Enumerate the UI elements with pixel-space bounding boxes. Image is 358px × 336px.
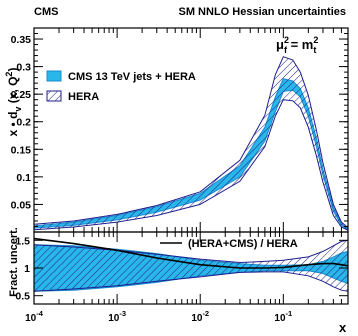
top-ytick-label: 0.2 [16, 117, 31, 129]
xtick-label-base: 10 [274, 313, 286, 324]
xtick-label-exp: -1 [286, 309, 293, 318]
scale-mu: μ [276, 37, 284, 52]
ylabel-b: (x, Q [6, 77, 20, 107]
legend-swatch-hera [46, 90, 62, 102]
header-subtitle: SM NNLO Hessian uncertainties [179, 6, 347, 18]
legend-label-cms: CMS 13 TeV jets + HERA [68, 71, 196, 83]
scale-m-sub: t [313, 45, 316, 55]
xtick-label-base: 10 [191, 313, 203, 324]
legend-swatch-cms [46, 70, 62, 82]
xtick-label: 10-3 [108, 309, 126, 324]
ylabel-sup: 2 [4, 72, 14, 77]
legend-label-hera: HERA [68, 91, 99, 103]
xtick-label-base: 10 [25, 313, 37, 324]
ratio-band-hera [34, 239, 348, 292]
xtick-label-exp: -4 [36, 309, 43, 318]
xtick-label: 10-1 [274, 309, 292, 324]
legend-label-ratio: (HERA+CMS) / HERA [188, 238, 298, 250]
xtick-label-base: 10 [108, 313, 120, 324]
top-ytick-label: 0.05 [11, 199, 32, 211]
experiment-label: CMS [34, 6, 58, 18]
ratio-line [34, 237, 348, 269]
top-y-axis-label: x • dv (x, Q2) [4, 68, 23, 137]
ylabel-sub: v [13, 107, 23, 112]
ylabel-a: x • d [6, 112, 20, 137]
scale-eq: = m [287, 37, 313, 52]
scale-mu-sub: f [284, 45, 288, 55]
bottom-ytick-label: 1 [24, 263, 30, 275]
scale-label: μ2 f = m2 t [276, 35, 318, 55]
bottom-ytick-label: 1.5 [15, 235, 30, 247]
top-ytick-label: 0.15 [11, 144, 32, 156]
top-ytick-label: 0.3 [16, 62, 31, 74]
xtick-label: 10-4 [25, 309, 44, 324]
top-ytick-label: 0.25 [11, 89, 32, 101]
top-axis-ticks: 0.05 0.1 0.15 0.2 0.25 0.3 0.35 [11, 28, 348, 232]
ylabel-c: ) [6, 68, 20, 72]
xtick-label-exp: -3 [119, 309, 126, 318]
scale-m-sup: 2 [313, 35, 318, 45]
bottom-ytick-label: 0.5 [15, 291, 30, 303]
band-hera [34, 56, 348, 231]
bottom-y-axis-label: Fract. uncert. [8, 227, 20, 297]
top-legend: CMS 13 TeV jets + HERA HERA [46, 70, 196, 103]
xtick-label-exp: -2 [202, 309, 209, 318]
top-ytick-label: 0.1 [16, 172, 31, 184]
bottom-axis-ticks: 0.511.510-4 10-3 10-2 10-1 [15, 232, 348, 324]
xtick-label: 10-2 [191, 309, 209, 324]
scale-mu-sup: 2 [284, 35, 289, 45]
top-ytick-label: 0.35 [11, 34, 32, 46]
top-bands-layer [34, 56, 348, 231]
bottom-bands-layer [34, 237, 348, 292]
x-axis-label: x [339, 320, 347, 335]
bottom-legend: (HERA+CMS) / HERA [160, 238, 298, 250]
